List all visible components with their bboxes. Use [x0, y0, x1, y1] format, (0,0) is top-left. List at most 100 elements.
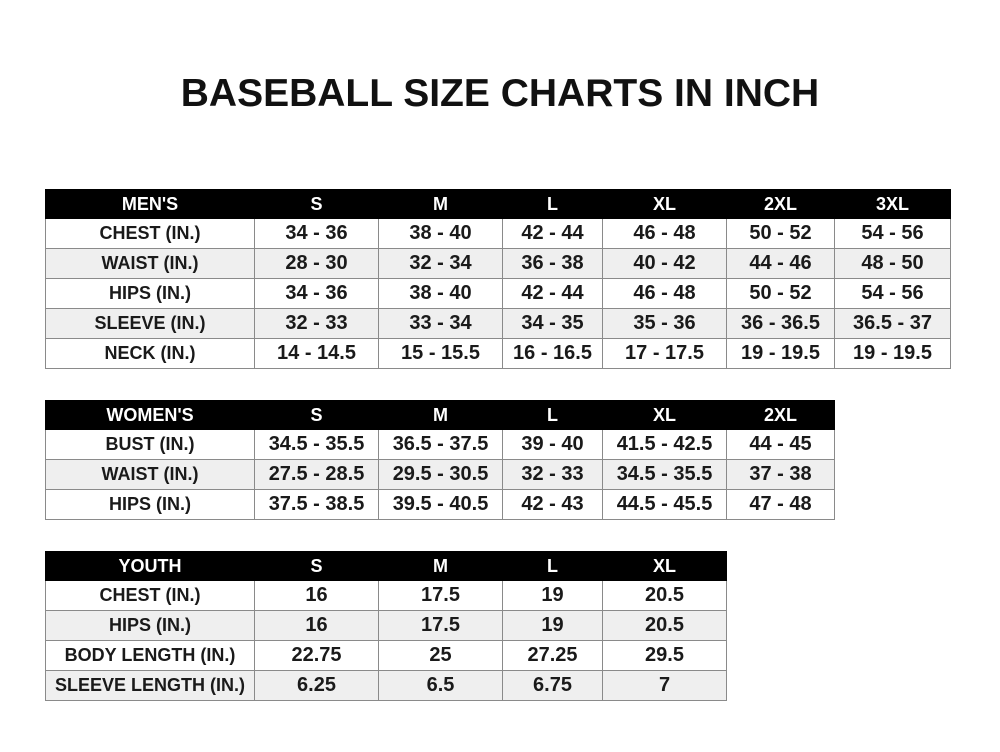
header-row: MEN'S S M L XL 2XL 3XL: [45, 189, 951, 219]
measurement-cell: 17 - 17.5: [602, 338, 727, 369]
measurement-cell: 50 - 52: [726, 278, 835, 309]
measurement-cell: 20.5: [602, 610, 727, 641]
table-row: NECK (IN.) 14 - 14.5 15 - 15.5 16 - 16.5 17 …: [45, 338, 951, 369]
measurement-cell: 29.5 - 30.5: [378, 459, 503, 490]
measurement-cell: 32 - 33: [254, 308, 379, 339]
measurement-cell: 16: [254, 580, 379, 611]
measurement-cell: 17.5: [378, 610, 503, 641]
size-header: S: [254, 400, 379, 430]
size-header: 2XL: [726, 189, 835, 219]
measurement-cell: 34 - 35: [502, 308, 603, 339]
size-header: XL: [602, 189, 727, 219]
table-row: CHEST (IN.) 34 - 36 38 - 40 42 - 44 46 - 48 5…: [45, 218, 951, 249]
womens-size-table: WOMEN'S S M L XL 2XL BUST (IN.) 34.5 - 35.5 36.5…: [45, 400, 835, 520]
measurement-cell: 54 - 56: [834, 218, 951, 249]
measurement-cell: 36.5 - 37.5: [378, 429, 503, 460]
measurement-cell: 22.75: [254, 640, 379, 671]
measurement-cell: 15 - 15.5: [378, 338, 503, 369]
category-header: WOMEN'S: [45, 400, 255, 430]
measurement-cell: 19 - 19.5: [726, 338, 835, 369]
measurement-cell: 28 - 30: [254, 248, 379, 279]
measurement-cell: 39.5 - 40.5: [378, 489, 503, 520]
measurement-cell: 27.25: [502, 640, 603, 671]
measurement-cell: 46 - 48: [602, 218, 727, 249]
measurement-cell: 37 - 38: [726, 459, 835, 490]
measurement-cell: 32 - 33: [502, 459, 603, 490]
header-row: WOMEN'S S M L XL 2XL: [45, 400, 835, 430]
measurement-cell: 33 - 34: [378, 308, 503, 339]
measurement-label: SLEEVE (IN.): [45, 308, 255, 339]
table-row: HIPS (IN.) 16 17.5 19 20.5: [45, 610, 727, 641]
size-header: S: [254, 189, 379, 219]
measurement-cell: 32 - 34: [378, 248, 503, 279]
measurement-cell: 6.75: [502, 670, 603, 701]
measurement-cell: 42 - 44: [502, 278, 603, 309]
measurement-cell: 27.5 - 28.5: [254, 459, 379, 490]
measurement-label: WAIST (IN.): [45, 459, 255, 490]
measurement-cell: 16: [254, 610, 379, 641]
measurement-cell: 37.5 - 38.5: [254, 489, 379, 520]
measurement-cell: 38 - 40: [378, 278, 503, 309]
page-title: BASEBALL SIZE CHARTS IN INCH: [180, 72, 820, 115]
table-row: HIPS (IN.) 37.5 - 38.5 39.5 - 40.5 42 - 43 4…: [45, 489, 835, 520]
table-row: HIPS (IN.) 34 - 36 38 - 40 42 - 44 46 - 48 50…: [45, 278, 951, 309]
measurement-cell: 19: [502, 580, 603, 611]
measurement-cell: 38 - 40: [378, 218, 503, 249]
header-row: YOUTH S M L XL: [45, 551, 727, 581]
measurement-cell: 44 - 45: [726, 429, 835, 460]
measurement-cell: 41.5 - 42.5: [602, 429, 727, 460]
size-header: L: [502, 400, 603, 430]
measurement-cell: 44.5 - 45.5: [602, 489, 727, 520]
measurement-cell: 50 - 52: [726, 218, 835, 249]
category-header: MEN'S: [45, 189, 255, 219]
measurement-cell: 39 - 40: [502, 429, 603, 460]
size-header: L: [502, 551, 603, 581]
measurement-cell: 48 - 50: [834, 248, 951, 279]
measurement-cell: 6.25: [254, 670, 379, 701]
table-row: CHEST (IN.) 16 17.5 19 20.5: [45, 580, 727, 611]
measurement-cell: 7: [602, 670, 727, 701]
measurement-cell: 19: [502, 610, 603, 641]
measurement-label: HIPS (IN.): [45, 610, 255, 641]
table-row: BUST (IN.) 34.5 - 35.5 36.5 - 37.5 39 - 40 4…: [45, 429, 835, 460]
size-header: XL: [602, 551, 727, 581]
table-row: WAIST (IN.) 28 - 30 32 - 34 36 - 38 40 - 42 4…: [45, 248, 951, 279]
measurement-cell: 20.5: [602, 580, 727, 611]
measurement-cell: 36 - 38: [502, 248, 603, 279]
measurement-label: CHEST (IN.): [45, 580, 255, 611]
measurement-cell: 46 - 48: [602, 278, 727, 309]
measurement-label: CHEST (IN.): [45, 218, 255, 249]
measurement-cell: 34 - 36: [254, 278, 379, 309]
measurement-cell: 34.5 - 35.5: [254, 429, 379, 460]
measurement-label: NECK (IN.): [45, 338, 255, 369]
category-header: YOUTH: [45, 551, 255, 581]
measurement-cell: 35 - 36: [602, 308, 727, 339]
table-row: SLEEVE (IN.) 32 - 33 33 - 34 34 - 35 35 - 36…: [45, 308, 951, 339]
measurement-cell: 34 - 36: [254, 218, 379, 249]
measurement-cell: 34.5 - 35.5: [602, 459, 727, 490]
measurement-cell: 47 - 48: [726, 489, 835, 520]
measurement-label: SLEEVE LENGTH (IN.): [45, 670, 255, 701]
measurement-cell: 17.5: [378, 580, 503, 611]
measurement-label: HIPS (IN.): [45, 278, 255, 309]
table-row: WAIST (IN.) 27.5 - 28.5 29.5 - 30.5 32 - 33…: [45, 459, 835, 490]
measurement-cell: 44 - 46: [726, 248, 835, 279]
measurement-cell: 54 - 56: [834, 278, 951, 309]
table-row: SLEEVE LENGTH (IN.) 6.25 6.5 6.75 7: [45, 670, 727, 701]
measurement-cell: 42 - 43: [502, 489, 603, 520]
size-header: 2XL: [726, 400, 835, 430]
measurement-cell: 29.5: [602, 640, 727, 671]
size-header: M: [378, 400, 503, 430]
size-header: M: [378, 189, 503, 219]
size-header: L: [502, 189, 603, 219]
measurement-cell: 42 - 44: [502, 218, 603, 249]
size-header: XL: [602, 400, 727, 430]
measurement-label: BUST (IN.): [45, 429, 255, 460]
measurement-cell: 40 - 42: [602, 248, 727, 279]
measurement-cell: 19 - 19.5: [834, 338, 951, 369]
measurement-cell: 25: [378, 640, 503, 671]
measurement-cell: 14 - 14.5: [254, 338, 379, 369]
size-header: 3XL: [834, 189, 951, 219]
youth-size-table: YOUTH S M L XL CHEST (IN.) 16 17.5 19 20.5 HIPS (I…: [45, 551, 727, 701]
measurement-cell: 36.5 - 37: [834, 308, 951, 339]
